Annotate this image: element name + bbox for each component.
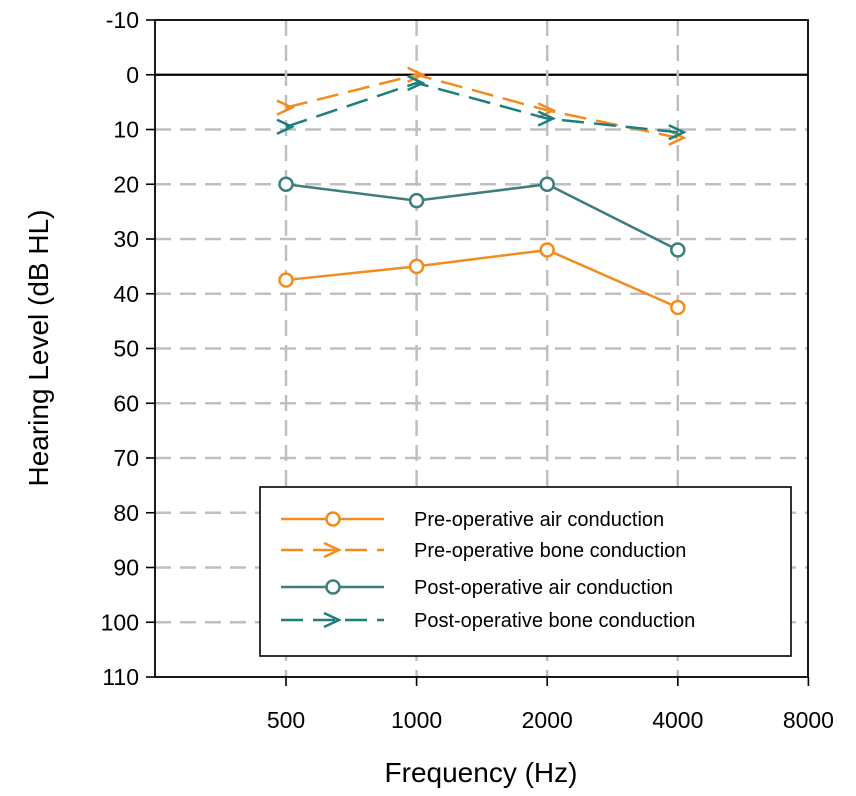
plot-frame bbox=[154, 19, 809, 678]
legend-label: Pre-operative bone conduction bbox=[414, 540, 686, 562]
y-tick-label: 10 bbox=[113, 117, 139, 143]
data-point bbox=[407, 74, 426, 92]
data-point bbox=[408, 192, 425, 209]
data-point bbox=[408, 258, 425, 275]
y-tick-label: 70 bbox=[113, 445, 139, 471]
legend: Pre-operative air conduction Pre-operativ… bbox=[259, 486, 792, 657]
data-point bbox=[539, 176, 555, 192]
legend-label: Post-operative bone conduction bbox=[414, 610, 695, 632]
data-point bbox=[668, 124, 687, 141]
data-point bbox=[278, 176, 294, 192]
axis-layer: -10 0 10 20 30 40 50 60 70 80 90 100 110 500 1000 2000 4… bbox=[101, 7, 834, 733]
series-line bbox=[285, 73, 679, 139]
y-tick-label: 60 bbox=[113, 390, 139, 416]
x-tick-label: 8000 bbox=[783, 707, 834, 733]
data-point bbox=[670, 299, 686, 316]
data-point bbox=[276, 118, 295, 135]
y-tick-label: 40 bbox=[113, 281, 139, 307]
y-tick-label: 50 bbox=[113, 336, 139, 362]
x-tick-label: 4000 bbox=[652, 707, 703, 733]
series-2 bbox=[276, 66, 687, 146]
series-line bbox=[285, 248, 679, 309]
legend-marker bbox=[325, 579, 341, 595]
y-tick-label: 30 bbox=[113, 226, 139, 252]
data-point bbox=[670, 242, 686, 258]
series-layer bbox=[276, 66, 687, 316]
y-tick-label: 110 bbox=[102, 664, 139, 690]
series-line bbox=[285, 81, 678, 134]
data-point bbox=[537, 110, 557, 127]
y-tick-label: -10 bbox=[106, 7, 139, 33]
x-tick-label: 500 bbox=[267, 707, 305, 733]
x-axis-title: Frequency (Hz) bbox=[385, 757, 578, 788]
series-line bbox=[285, 183, 679, 252]
y-tick-label: 100 bbox=[101, 609, 139, 635]
series-4 bbox=[276, 74, 687, 141]
y-tick-label: 0 bbox=[126, 62, 139, 88]
data-point bbox=[539, 242, 555, 258]
x-tick-label: 2000 bbox=[522, 707, 573, 733]
legend-marker bbox=[323, 541, 342, 559]
data-point bbox=[278, 272, 294, 288]
legend-label: Post-operative air conduction bbox=[414, 577, 673, 599]
y-tick-label: 90 bbox=[113, 555, 139, 581]
y-tick-label: 20 bbox=[113, 171, 139, 197]
x-tick-label: 1000 bbox=[391, 707, 442, 733]
legend-marker bbox=[323, 611, 342, 629]
legend-label: Pre-operative air conduction bbox=[414, 509, 664, 531]
series-1 bbox=[278, 242, 686, 316]
legend-box bbox=[259, 486, 792, 657]
y-tick-label: 80 bbox=[113, 500, 139, 526]
data-point bbox=[276, 99, 295, 116]
series-3 bbox=[278, 176, 686, 258]
legend-marker bbox=[325, 511, 341, 527]
y-axis-title: Hearing Level (dB HL) bbox=[23, 209, 54, 486]
